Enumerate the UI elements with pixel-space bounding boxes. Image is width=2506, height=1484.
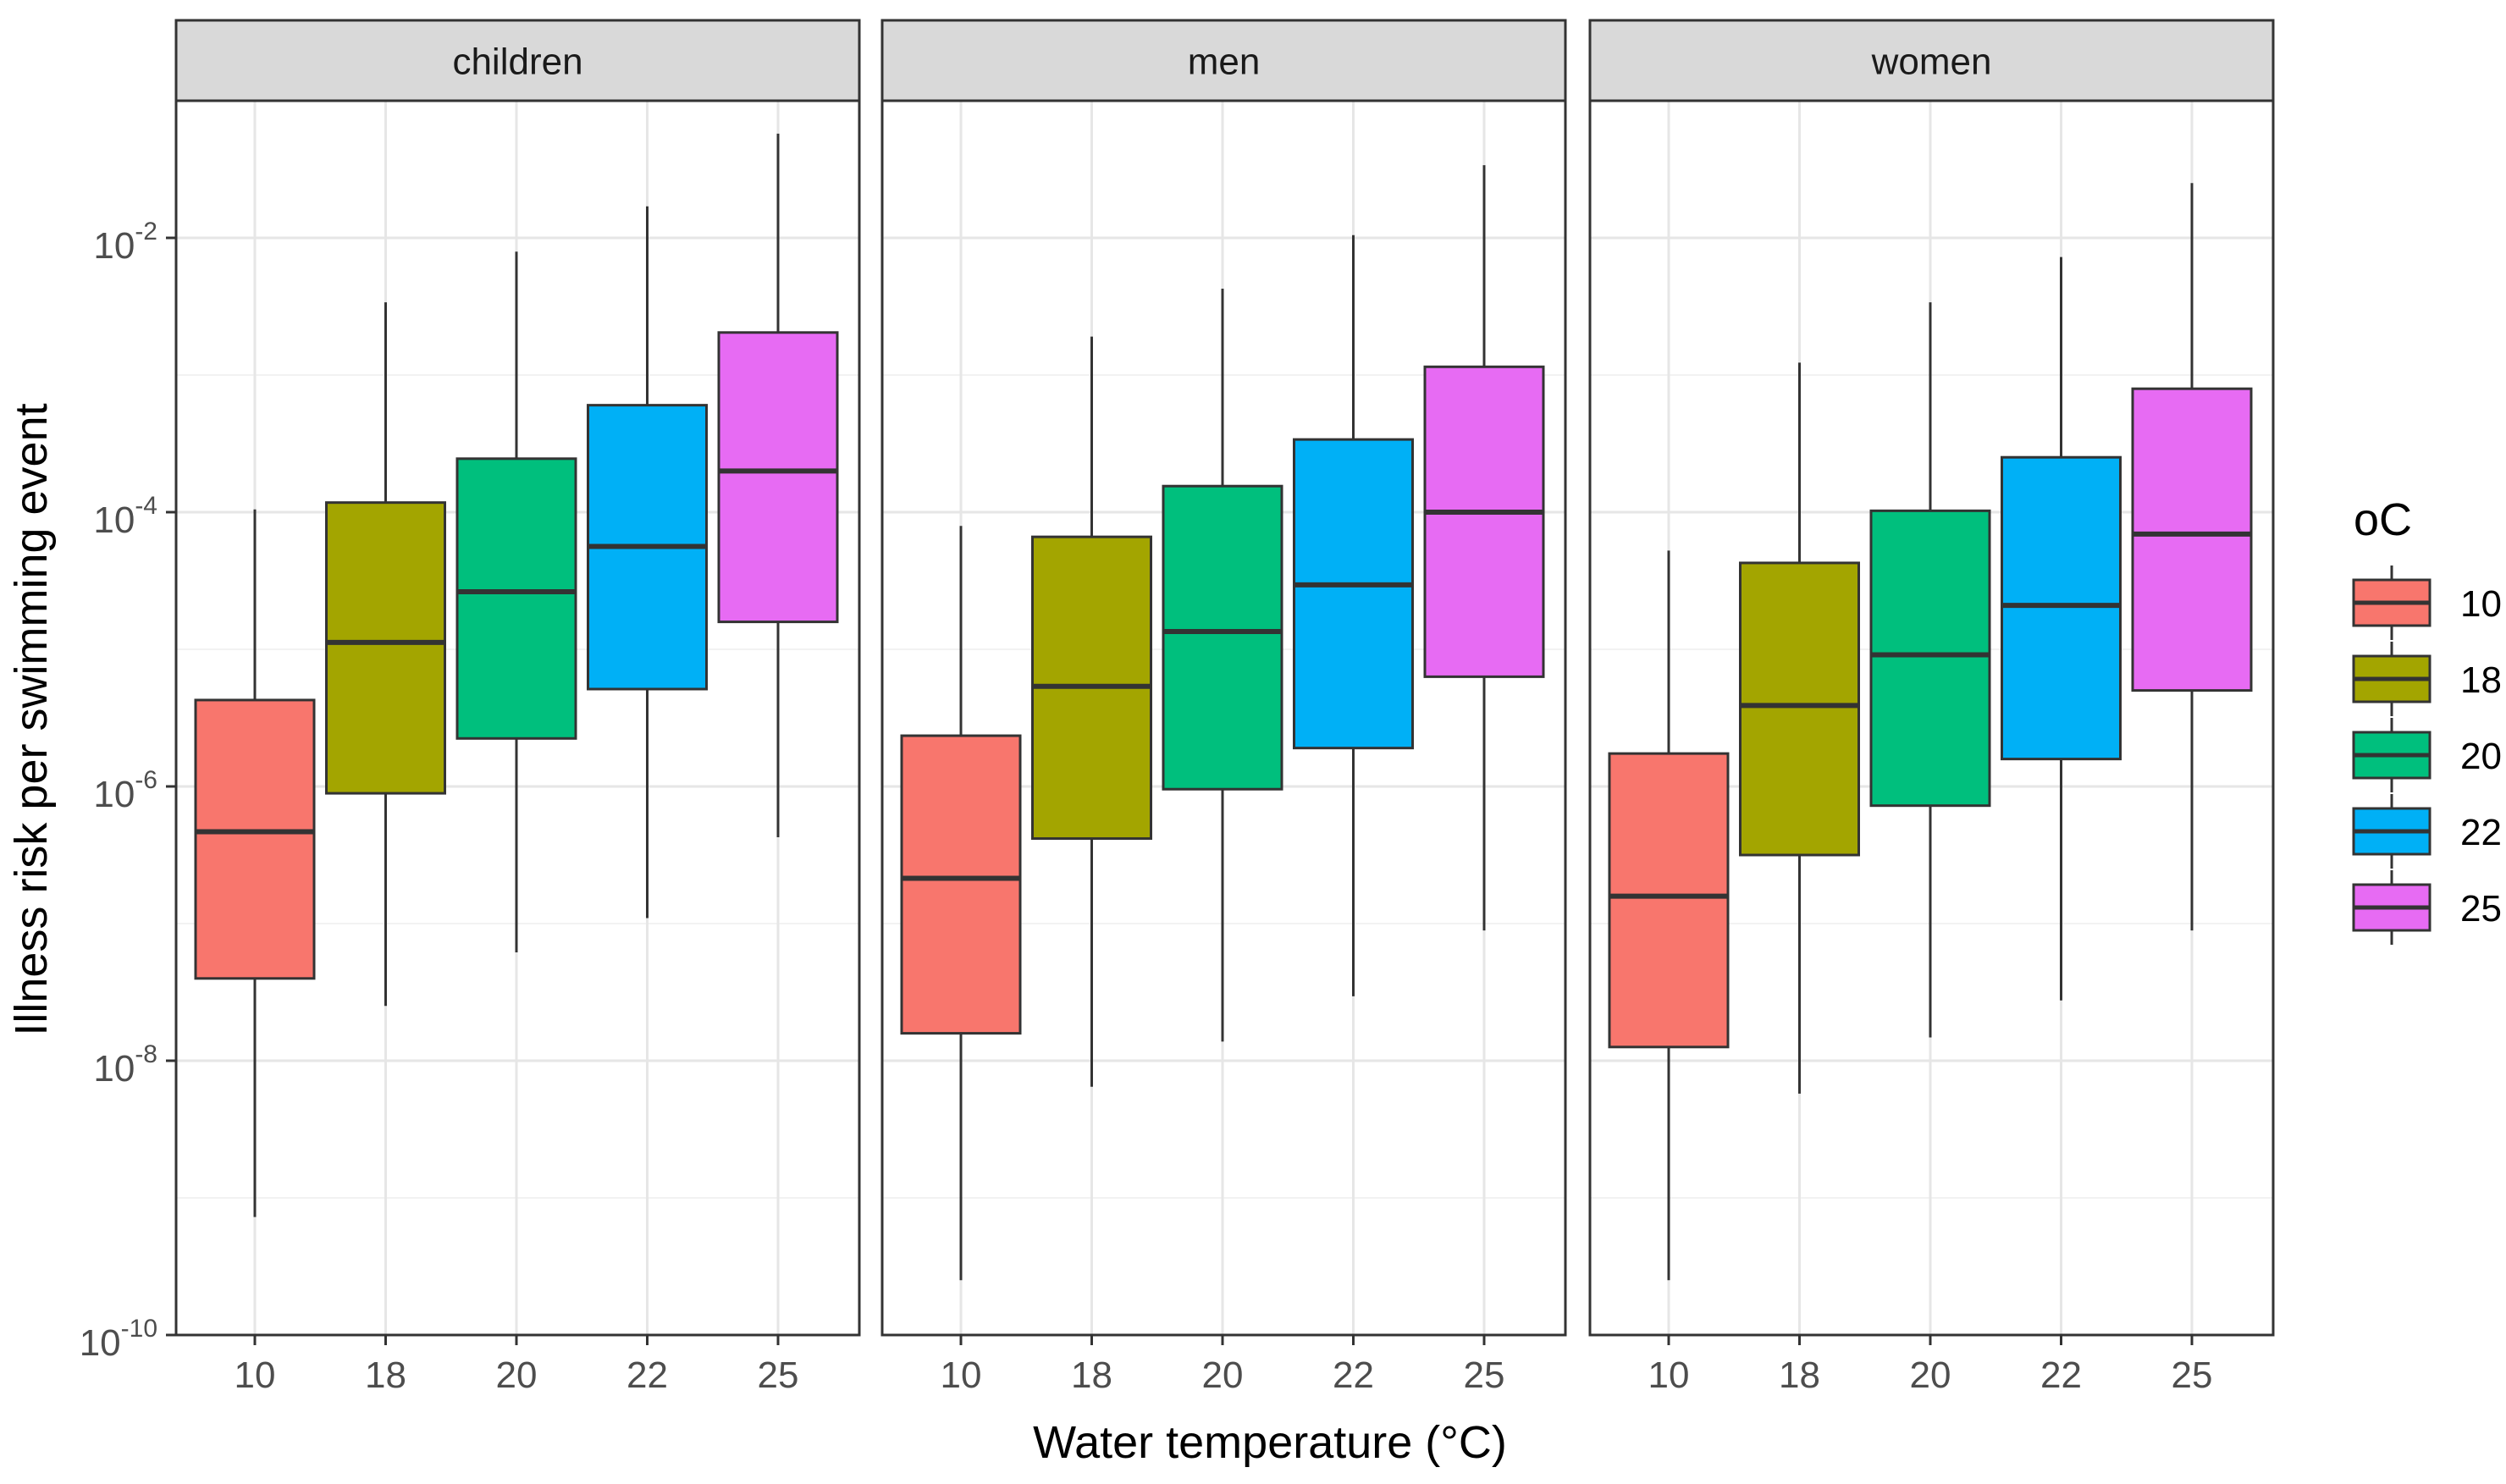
facet-strip [174,19,861,102]
box-men-18 [1031,336,1152,1087]
x-tick-label: 25 [2172,1354,2213,1396]
legend-key-25: 25 [2352,870,2502,945]
box-body [455,457,577,740]
x-tick-label: 22 [2040,1354,2082,1396]
legend-label: 22 [2460,812,2502,853]
x-tick-label: 18 [365,1354,406,1396]
x-axis-title: Water temperature (°C) [1033,1417,1507,1468]
x-tick-label: 10 [235,1354,276,1396]
box-children-22 [587,206,708,919]
y-tick-label: 10-4 [93,492,157,541]
y-axis-title: Illness risk per swimming event [6,403,57,1035]
box-men-22 [1293,234,1414,996]
facet-label: women [1871,41,1992,83]
facet-panel-men: men 10 18 20 22 25 [880,19,1567,1396]
box-body [900,734,1022,1035]
legend-title: oC [2354,494,2412,545]
box-women-18 [1739,362,1860,1094]
legend-key-10: 10 [2352,565,2502,640]
box-women-10 [1608,550,1730,1281]
box-body [194,698,316,980]
box-body [1423,365,1545,678]
box-body [1608,752,1730,1049]
x-tick-label: 10 [941,1354,982,1396]
box-body [1293,438,1414,750]
legend: oC 10 18 20 22 25 [2352,494,2502,945]
legend-label: 10 [2460,583,2502,625]
facet-label: children [452,41,582,83]
box-men-25 [1423,165,1545,931]
box-children-25 [717,133,839,837]
facet-panel-women: women 10 18 20 22 25 [1588,19,2275,1396]
box-men-10 [900,526,1022,1281]
box-women-22 [2001,257,2122,1001]
x-tick-label: 18 [1779,1354,1820,1396]
box-children-18 [325,302,446,1007]
y-tick-label: 10-10 [80,1315,157,1364]
box-women-25 [2131,183,2253,931]
x-tick-label: 20 [1202,1354,1244,1396]
y-tick-label: 10-2 [93,218,157,267]
box-body [1869,509,1991,808]
box-body [1162,484,1283,791]
x-tick-label: 18 [1071,1354,1112,1396]
y-tick-label: 10-8 [93,1040,157,1090]
y-tick-label: 10-6 [93,766,157,815]
legend-key-22: 22 [2352,794,2502,869]
box-women-20 [1869,302,1991,1038]
legend-label: 25 [2460,888,2502,930]
legend-label: 18 [2460,659,2502,701]
box-body [717,331,839,624]
y-axis: 10-10 10-8 10-6 10-4 10-2 [80,218,176,1364]
facet-strip [1588,19,2275,102]
box-children-10 [194,509,316,1217]
box-body [2131,387,2253,692]
facet-panel-children: children 10 18 20 22 25 [174,19,861,1396]
box-body [1739,561,1860,857]
x-tick-label: 22 [1333,1354,1374,1396]
facet-label: men [1188,41,1261,83]
facet-panels: children 10 18 20 22 25 men 10 18 20 22 25 women 10 18… [174,19,2275,1396]
legend-key-18: 18 [2352,642,2502,716]
x-tick-label: 20 [496,1354,538,1396]
box-body [325,501,446,795]
x-tick-label: 25 [1464,1354,1505,1396]
box-body [2001,455,2122,761]
x-tick-label: 20 [1910,1354,1951,1396]
facet-strip [880,19,1567,102]
box-children-20 [455,251,577,953]
legend-label: 20 [2460,736,2502,777]
x-tick-label: 25 [758,1354,799,1396]
x-tick-label: 22 [626,1354,668,1396]
legend-key-20: 20 [2352,718,2502,792]
box-men-20 [1162,288,1283,1042]
x-tick-label: 10 [1648,1354,1690,1396]
